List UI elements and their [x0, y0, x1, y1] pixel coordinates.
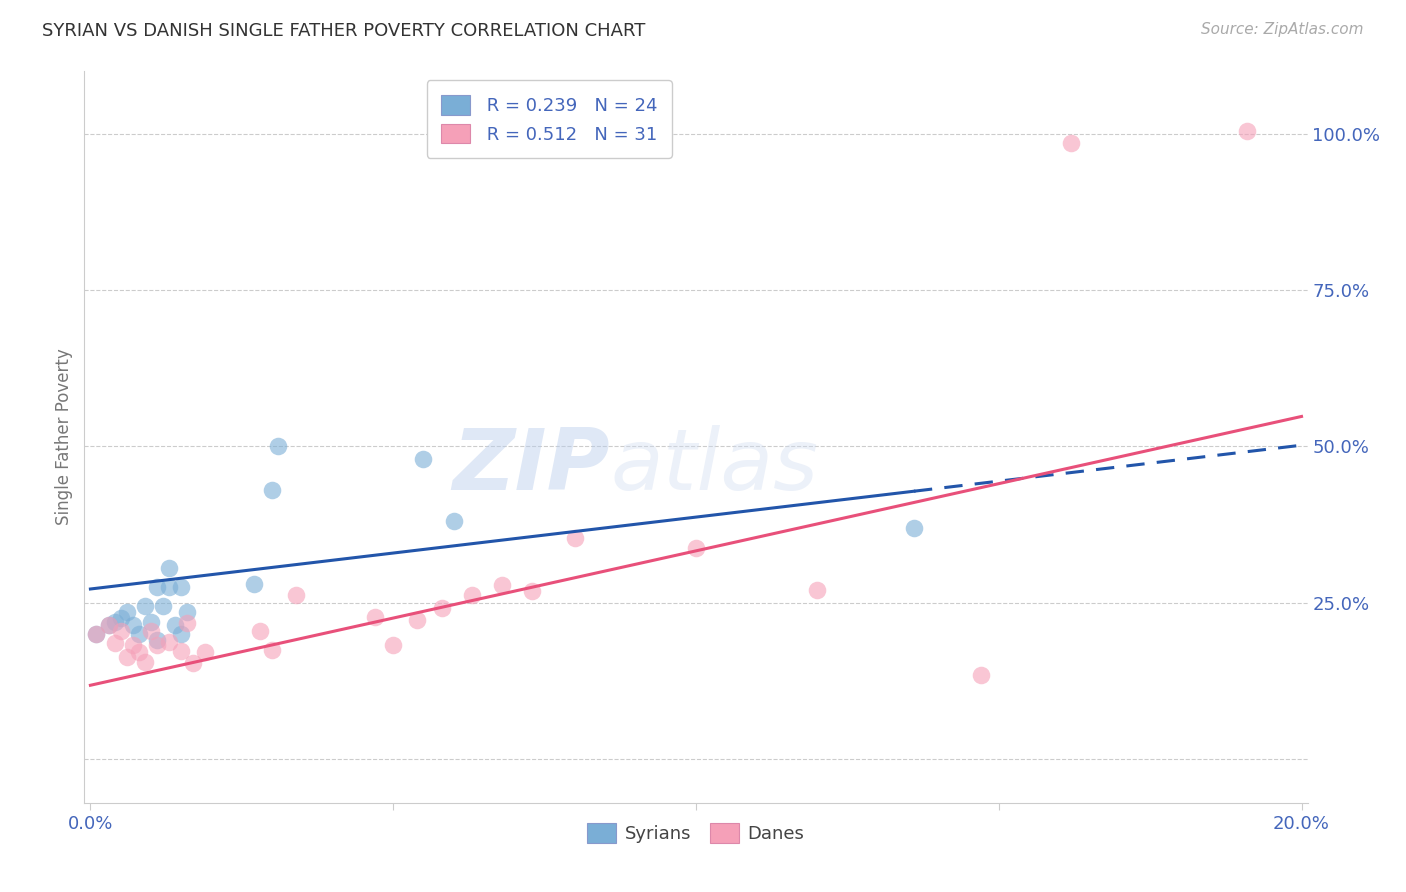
Point: [430, 600, 453, 615]
Point: [412, 452, 434, 467]
Point: [461, 588, 484, 602]
Point: [443, 515, 465, 529]
Point: [170, 644, 193, 658]
Legend: Syrians, Danes: Syrians, Danes: [578, 814, 814, 852]
Point: [104, 636, 127, 650]
Point: [969, 667, 991, 681]
Point: [176, 605, 198, 619]
Point: [139, 624, 162, 638]
Point: [364, 609, 387, 624]
Point: [170, 580, 193, 594]
Point: [97, 617, 120, 632]
Point: [262, 483, 284, 498]
Point: [146, 580, 169, 594]
Point: [157, 580, 180, 594]
Point: [115, 605, 138, 619]
Point: [491, 578, 513, 592]
Point: [152, 599, 174, 613]
Point: [285, 588, 308, 602]
Point: [86, 627, 108, 641]
Point: [86, 627, 108, 641]
Point: [146, 638, 169, 652]
Point: [176, 615, 198, 630]
Text: Source: ZipAtlas.com: Source: ZipAtlas.com: [1201, 22, 1364, 37]
Point: [97, 617, 120, 632]
Point: [406, 613, 429, 627]
Point: [243, 577, 266, 591]
Point: [522, 584, 544, 599]
Point: [121, 617, 143, 632]
Text: SYRIAN VS DANISH SINGLE FATHER POVERTY CORRELATION CHART: SYRIAN VS DANISH SINGLE FATHER POVERTY C…: [42, 22, 645, 40]
Point: [134, 599, 156, 613]
Point: [194, 644, 217, 658]
Point: [903, 521, 925, 535]
Point: [157, 561, 180, 575]
Point: [139, 615, 162, 629]
Point: [128, 627, 150, 641]
Point: [110, 624, 132, 638]
Point: [104, 615, 127, 629]
Point: [134, 655, 156, 669]
Point: [267, 440, 290, 454]
Point: [685, 541, 707, 555]
Point: [382, 638, 405, 652]
Point: [170, 627, 193, 641]
Point: [1236, 124, 1258, 138]
Text: ZIP: ZIP: [453, 425, 610, 508]
Point: [249, 624, 271, 638]
Y-axis label: Single Father Poverty: Single Father Poverty: [55, 349, 73, 525]
Point: [806, 583, 828, 598]
Point: [121, 638, 143, 652]
Point: [146, 633, 169, 648]
Text: atlas: atlas: [610, 425, 818, 508]
Point: [183, 657, 205, 671]
Point: [110, 611, 132, 625]
Point: [564, 532, 586, 546]
Point: [262, 642, 284, 657]
Point: [1060, 136, 1083, 151]
Point: [157, 634, 180, 648]
Point: [115, 650, 138, 665]
Point: [165, 617, 187, 632]
Point: [128, 644, 150, 658]
